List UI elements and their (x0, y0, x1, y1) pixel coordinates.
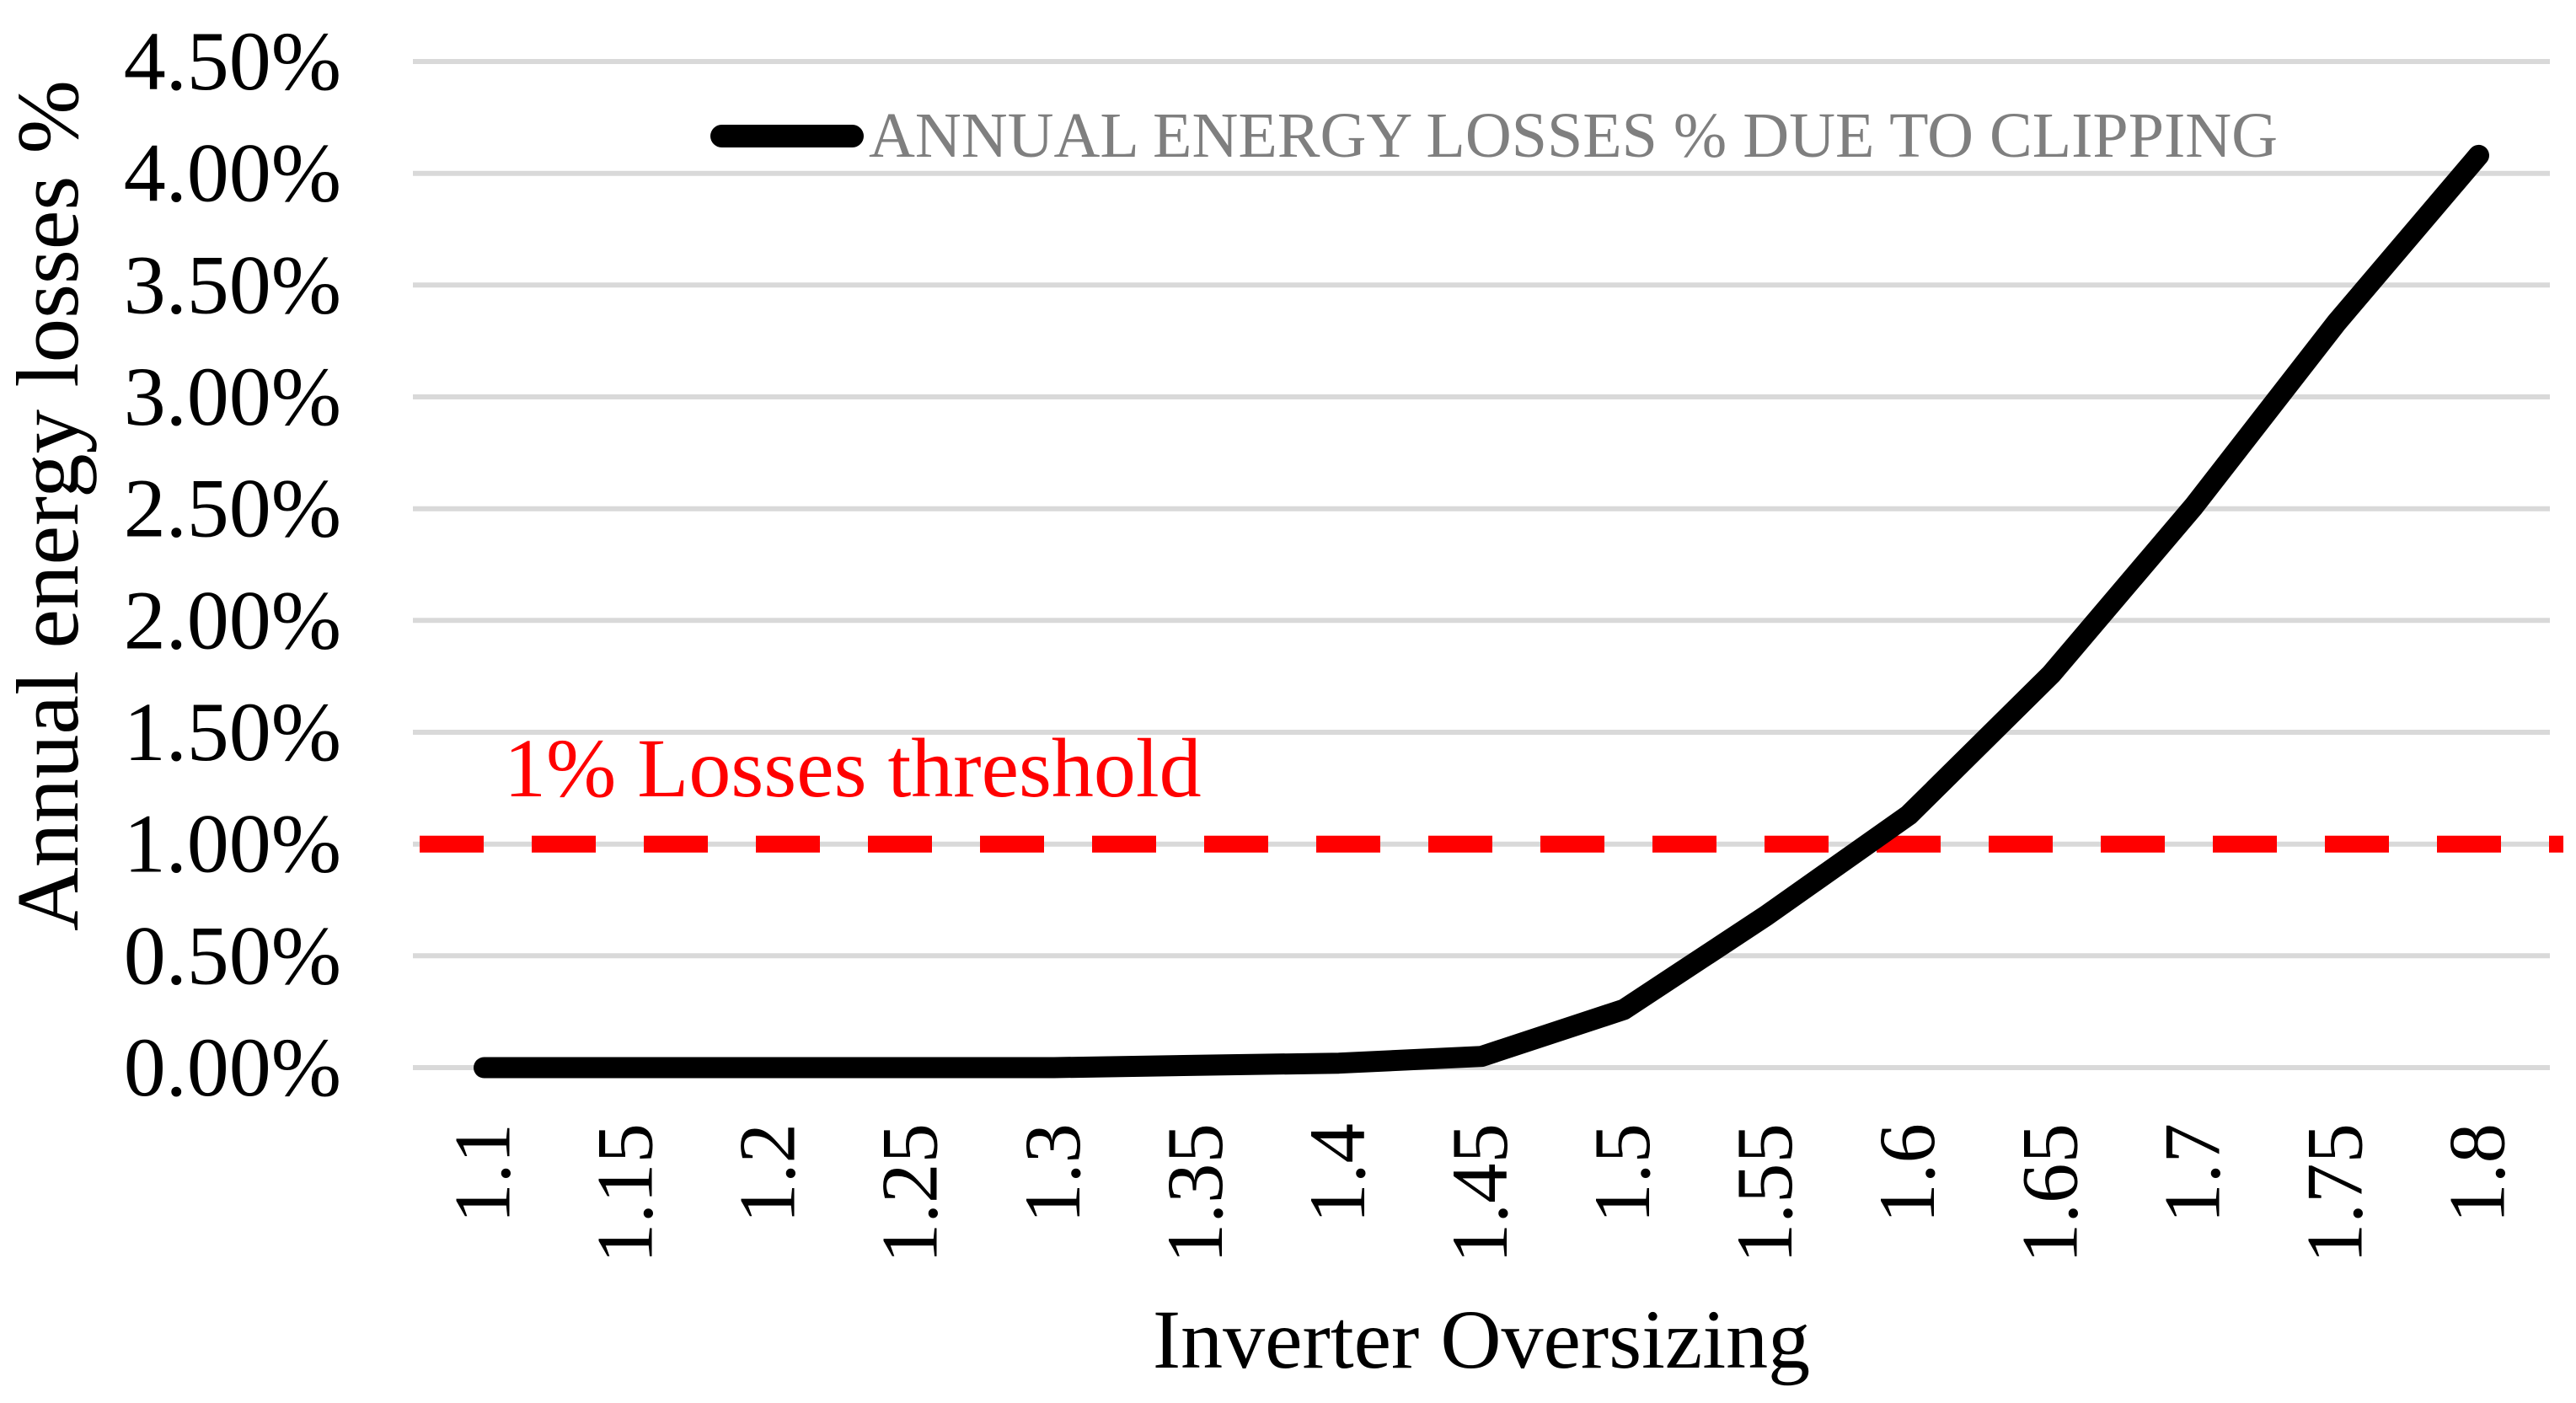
x-axis-title: Inverter Oversizing (1152, 1293, 1811, 1386)
x-tick-label: 1.35 (1150, 1123, 1240, 1263)
x-tick-label: 1.3 (1008, 1123, 1097, 1224)
y-tick-label: 1.50% (124, 685, 341, 779)
y-tick-label: 3.00% (124, 350, 341, 443)
x-tick-label: 1.25 (865, 1123, 955, 1263)
x-tick-label: 1.6 (1862, 1123, 1952, 1224)
legend-series-label: ANNUAL ENERGY LOSSES % DUE TO CLIPPING (869, 100, 2279, 171)
y-tick-label: 2.50% (124, 462, 341, 555)
y-tick-label: 3.50% (124, 238, 341, 331)
x-tick-label: 1.55 (1720, 1123, 1809, 1263)
x-tick-label: 1.75 (2289, 1123, 2379, 1263)
x-tick-label: 1.2 (723, 1123, 812, 1224)
x-tick-label: 1.45 (1435, 1123, 1524, 1263)
legend: ANNUAL ENERGY LOSSES % DUE TO CLIPPING (710, 98, 2278, 174)
y-tick-label: 4.00% (124, 126, 341, 220)
series-line-annual-energy-losses (474, 144, 2489, 1079)
x-tick-label: 1.7 (2147, 1123, 2236, 1224)
x-tick-label: 1.65 (2005, 1123, 2094, 1263)
y-tick-label: 2.00% (124, 573, 341, 667)
y-tick-label: 0.50% (124, 908, 341, 1002)
y-tick-label: 1.00% (124, 797, 341, 891)
x-tick-label: 1.4 (1293, 1123, 1382, 1224)
threshold-annotation: 1% Losses threshold (504, 721, 1202, 815)
x-tick-label: 1.8 (2433, 1123, 2522, 1224)
y-axis-title: Annual energy losses % (0, 80, 97, 931)
y-tick-label: 4.50% (124, 14, 341, 108)
x-tick-label: 1.1 (438, 1123, 528, 1224)
x-tick-label: 1.15 (581, 1123, 670, 1263)
y-tick-label: 0.00% (124, 1020, 341, 1114)
legend-line-swatch (710, 124, 864, 147)
x-tick-label: 1.5 (1577, 1123, 1667, 1224)
